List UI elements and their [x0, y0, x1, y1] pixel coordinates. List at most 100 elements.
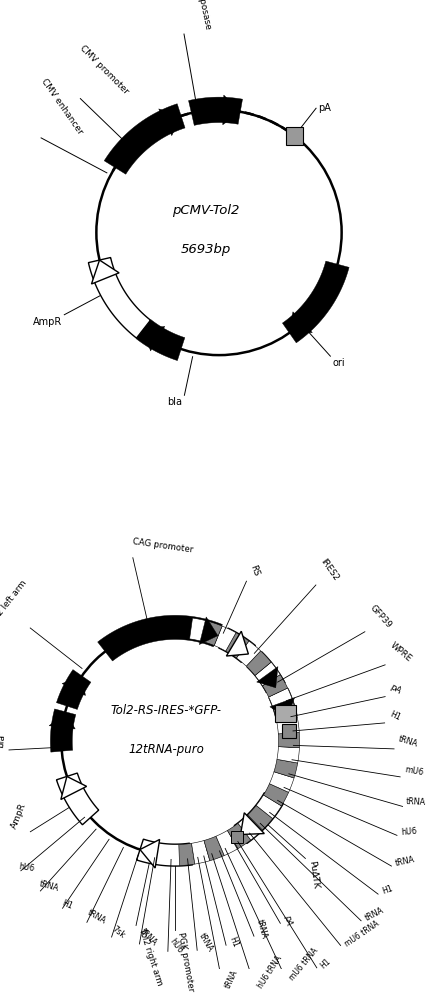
Text: H1: H1: [381, 884, 394, 896]
Polygon shape: [255, 662, 280, 686]
Polygon shape: [269, 772, 294, 792]
Polygon shape: [57, 773, 99, 825]
Polygon shape: [227, 823, 251, 849]
Text: tRNA: tRNA: [139, 927, 159, 947]
Polygon shape: [246, 651, 271, 675]
Text: tRNA: tRNA: [38, 880, 60, 894]
Text: Tol2 Transposase: Tol2 Transposase: [188, 0, 213, 30]
Polygon shape: [140, 839, 159, 868]
Polygon shape: [283, 261, 349, 343]
Bar: [286, 127, 303, 145]
Text: tRNA: tRNA: [85, 908, 107, 925]
Polygon shape: [179, 843, 195, 866]
Text: PGK promoter: PGK promoter: [176, 932, 195, 993]
Polygon shape: [256, 795, 282, 819]
Text: Tol2-RS-IRES-*GFP-: Tol2-RS-IRES-*GFP-: [111, 704, 222, 717]
Text: mU6 tRNA: mU6 tRNA: [343, 919, 381, 948]
Text: H1: H1: [388, 710, 402, 723]
Text: 5693bp: 5693bp: [181, 243, 231, 256]
Polygon shape: [238, 815, 262, 840]
Text: tRNA: tRNA: [223, 968, 240, 990]
Text: Tol2 left arm: Tol2 left arm: [0, 578, 28, 626]
Polygon shape: [92, 260, 119, 284]
Polygon shape: [277, 747, 300, 763]
Polygon shape: [191, 841, 210, 864]
Polygon shape: [262, 675, 288, 697]
Polygon shape: [223, 95, 240, 125]
Text: WPRE: WPRE: [389, 641, 413, 664]
Polygon shape: [88, 258, 151, 338]
Polygon shape: [273, 702, 297, 721]
Polygon shape: [219, 628, 255, 662]
Polygon shape: [226, 633, 249, 658]
Polygon shape: [270, 698, 295, 718]
Polygon shape: [199, 617, 218, 645]
Text: hU6: hU6: [18, 862, 35, 873]
Polygon shape: [202, 621, 222, 646]
Polygon shape: [190, 618, 208, 641]
Polygon shape: [264, 784, 289, 806]
Text: H1: H1: [227, 935, 239, 949]
Polygon shape: [234, 793, 283, 843]
Polygon shape: [188, 97, 243, 125]
Text: H1: H1: [60, 899, 74, 911]
Polygon shape: [144, 326, 165, 351]
Text: H1: H1: [318, 957, 332, 971]
Polygon shape: [277, 717, 299, 734]
Polygon shape: [257, 667, 278, 688]
Text: tRNA: tRNA: [364, 906, 385, 923]
FancyBboxPatch shape: [231, 831, 244, 843]
Text: tRNA: tRNA: [395, 855, 416, 868]
Text: pA: pA: [282, 915, 293, 926]
Polygon shape: [240, 813, 265, 835]
Text: hU6: hU6: [400, 826, 417, 837]
FancyBboxPatch shape: [282, 724, 296, 738]
Polygon shape: [226, 631, 248, 656]
Text: bla: bla: [0, 734, 7, 749]
Polygon shape: [50, 709, 76, 752]
Polygon shape: [49, 712, 75, 729]
Polygon shape: [98, 615, 223, 661]
Text: RS: RS: [248, 564, 260, 578]
Polygon shape: [216, 830, 238, 856]
Text: hU6 tRNA: hU6 tRNA: [256, 954, 284, 990]
Text: AmpR: AmpR: [10, 802, 28, 830]
Polygon shape: [237, 641, 261, 666]
Text: IRES2: IRES2: [318, 557, 340, 582]
Text: 7sk: 7sk: [110, 925, 127, 940]
Polygon shape: [268, 688, 297, 720]
Polygon shape: [104, 104, 185, 174]
Text: tRNA: tRNA: [398, 735, 419, 749]
Text: pA: pA: [389, 682, 403, 696]
Text: PuΔTK: PuΔTK: [307, 860, 320, 889]
Text: 12tRNA-puro: 12tRNA-puro: [128, 744, 205, 756]
Polygon shape: [57, 670, 91, 709]
Polygon shape: [247, 805, 273, 830]
Polygon shape: [268, 688, 293, 709]
Text: hU6: hU6: [168, 937, 184, 955]
Polygon shape: [136, 320, 185, 361]
Polygon shape: [290, 312, 312, 333]
Text: pA: pA: [318, 103, 331, 113]
Polygon shape: [274, 759, 298, 778]
Polygon shape: [204, 836, 224, 861]
Text: Tol2 right arm: Tol2 right arm: [137, 928, 164, 987]
Text: AmpR: AmpR: [33, 317, 62, 327]
Polygon shape: [159, 109, 181, 136]
Polygon shape: [137, 839, 193, 866]
FancyBboxPatch shape: [275, 705, 296, 722]
Text: ori: ori: [332, 358, 345, 368]
Polygon shape: [247, 651, 286, 693]
Text: CMV enhancer: CMV enhancer: [39, 77, 84, 136]
Text: GFP39: GFP39: [368, 603, 393, 630]
Text: mU6 tRNA: mU6 tRNA: [288, 946, 320, 983]
Text: tRNA: tRNA: [198, 932, 215, 954]
Text: tRNA: tRNA: [406, 797, 426, 807]
Text: CMV promoter: CMV promoter: [78, 44, 131, 96]
Polygon shape: [214, 626, 236, 651]
Polygon shape: [61, 776, 87, 800]
Text: pCMV-Tol2: pCMV-Tol2: [172, 204, 240, 217]
Text: mU6: mU6: [403, 765, 424, 777]
Polygon shape: [62, 676, 85, 696]
Polygon shape: [278, 732, 300, 748]
